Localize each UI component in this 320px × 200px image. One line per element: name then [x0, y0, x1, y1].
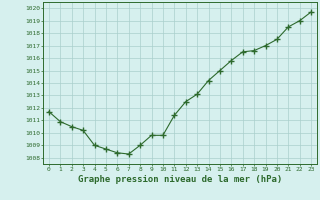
X-axis label: Graphe pression niveau de la mer (hPa): Graphe pression niveau de la mer (hPa)	[78, 175, 282, 184]
